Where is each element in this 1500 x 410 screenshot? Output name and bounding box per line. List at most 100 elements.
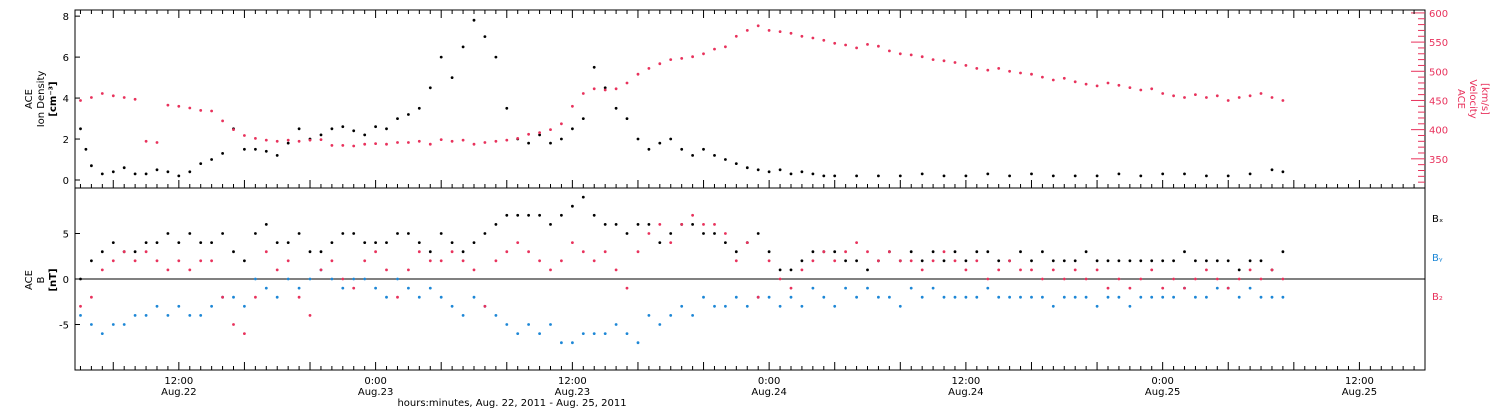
bfield-point [767, 250, 771, 254]
bfield-point [549, 268, 552, 272]
density-point [877, 174, 880, 178]
bfield-point [341, 286, 345, 290]
y-tick-label: 5 [63, 230, 69, 241]
density-series-0 [79, 18, 1285, 178]
bfield-point [254, 295, 257, 299]
bfield-point [953, 250, 957, 254]
bfield-point [527, 250, 530, 254]
density-point [363, 133, 367, 137]
density-point [286, 141, 290, 145]
bfield-point [1073, 268, 1077, 272]
velocity-point [341, 144, 345, 147]
bfield-point [286, 277, 290, 281]
bfield-point [1095, 259, 1099, 263]
density-point [122, 166, 126, 170]
bfield-point [1041, 277, 1044, 281]
velocity-point [527, 132, 530, 136]
bfield-point [647, 223, 651, 226]
bfield-point [90, 323, 93, 326]
bfield-point [1084, 277, 1088, 281]
y-tick-label: 8 [63, 12, 69, 23]
x-axis-label: hours:minutes, Aug. 22, 2011 - Aug. 25, … [397, 398, 626, 409]
bfield-point [1062, 277, 1066, 281]
bfield-point [625, 286, 629, 290]
bfield-point [297, 232, 301, 235]
velocity-point [789, 31, 793, 35]
bfield-point [199, 241, 203, 245]
velocity-point [188, 106, 192, 110]
velocity-point [680, 57, 684, 60]
bfield-point [691, 213, 694, 217]
y-tick-label: 0 [63, 275, 69, 286]
velocity-point [625, 81, 629, 85]
bfield-point [232, 323, 235, 326]
density-point [221, 152, 225, 155]
velocity-point [1172, 94, 1175, 98]
bfield-point [494, 223, 498, 226]
bfield-point [341, 232, 345, 235]
velocity-point [505, 138, 509, 142]
velocity-series-0 [79, 24, 1285, 148]
bfield-point [614, 223, 618, 226]
bfield-point [494, 259, 498, 263]
bfield-point [352, 232, 356, 235]
bfield-point [1041, 295, 1044, 299]
bfield-point [560, 341, 563, 345]
bfield-point [909, 250, 913, 254]
bfield-point [1041, 250, 1044, 254]
bfield-point [1095, 304, 1099, 308]
velocity-point [767, 29, 771, 32]
bfield-point [363, 259, 367, 263]
velocity-point [264, 138, 268, 142]
bfield-point [1139, 277, 1143, 281]
density-point [581, 117, 585, 120]
density-point [84, 147, 88, 151]
bfield-point [1237, 268, 1241, 272]
bfield-point [1215, 259, 1219, 263]
velocity-point [385, 142, 388, 146]
bfield-series-2 [79, 213, 1285, 335]
velocity-point [1117, 83, 1121, 87]
velocity-point [100, 92, 104, 95]
bfield-point [275, 268, 279, 272]
bfield-point [1084, 295, 1088, 299]
density-point [210, 158, 214, 161]
bfield-point [100, 250, 104, 254]
bfield-point [385, 268, 388, 272]
bfield-point [888, 250, 891, 254]
bfield-label-line3: [nT] [48, 268, 59, 291]
bfield-point [1062, 259, 1066, 263]
velocity-point [1248, 94, 1252, 98]
bfield-point [1128, 259, 1132, 263]
bfield-point [745, 304, 749, 308]
velocity-point [308, 138, 312, 142]
velocity-point [1237, 96, 1241, 99]
bfield-point [1051, 304, 1055, 308]
velocity-point [1150, 87, 1154, 91]
density-point [571, 127, 574, 131]
y-tick-label: 4 [63, 94, 69, 105]
velocity-point [964, 64, 968, 67]
density-point [177, 174, 181, 178]
bfield-point [363, 277, 367, 281]
bfield-point [877, 259, 880, 263]
velocity-point [778, 30, 782, 33]
bfield-point [79, 277, 82, 281]
x-tick-date: Aug.22 [161, 387, 196, 398]
bfield-point [483, 304, 487, 308]
bfield-point [1194, 277, 1197, 281]
x-tick-time: 12:00 [558, 376, 587, 387]
density-point [341, 125, 345, 129]
bfield-point [603, 250, 607, 254]
density-point [330, 127, 334, 131]
bfield-point [1226, 259, 1230, 263]
bfield-point [800, 259, 804, 263]
bfield-point [778, 268, 782, 272]
bfield-point [308, 314, 312, 317]
bfield-point [232, 250, 235, 254]
bfield-point [789, 286, 793, 290]
bfield-point [297, 286, 301, 290]
velocity-point [1084, 82, 1088, 86]
bfield-point [713, 232, 716, 235]
density-point [1095, 174, 1099, 178]
